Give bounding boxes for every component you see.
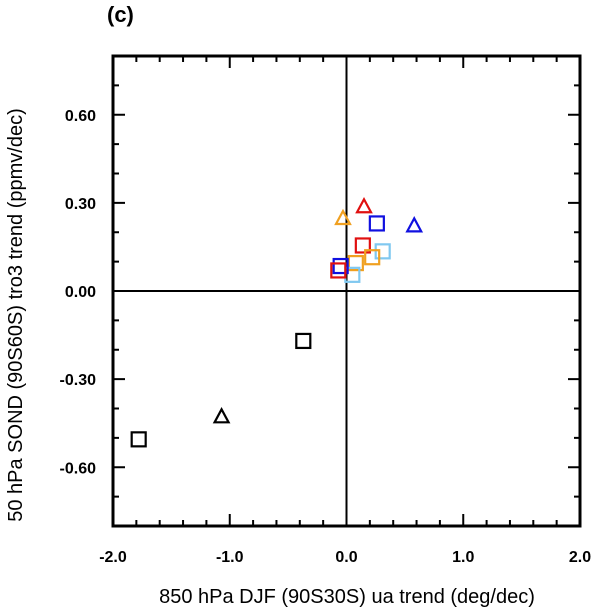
triangle-point — [357, 199, 371, 212]
triangle-point — [215, 409, 229, 422]
y-tick-label: 0.30 — [65, 196, 96, 213]
square-point — [376, 244, 390, 258]
panel-label: (c) — [107, 2, 134, 27]
triangle-point — [336, 211, 350, 224]
y-tick-label: 0.00 — [65, 284, 96, 301]
tick-labels: -2.0 -1.0 0.0 1.0 2.0 -0.60 -0.30 0.00 0.30 0.60 — [60, 108, 592, 566]
y-tick-label: -0.60 — [60, 460, 97, 477]
triangle-point — [407, 218, 421, 231]
x-tick-label: 1.0 — [452, 549, 474, 566]
x-tick-label: 0.0 — [335, 549, 357, 566]
square-point — [370, 216, 384, 230]
square-point — [296, 334, 310, 348]
x-axis-title: 850 hPa DJF (90S30S) ua trend (deg/dec) — [159, 586, 535, 608]
data-points — [132, 199, 422, 446]
y-tick-label: 0.60 — [65, 108, 96, 125]
square-point — [132, 432, 146, 446]
x-tick-label: -2.0 — [99, 549, 127, 566]
y-tick-label: -0.30 — [60, 372, 97, 389]
y-axis-title: 50 hPa SOND (90S60S) tro3 trend (ppmv/de… — [5, 108, 27, 522]
x-tick-label: 2.0 — [569, 549, 591, 566]
zero-lines — [113, 56, 580, 526]
x-tick-label: -1.0 — [216, 549, 244, 566]
